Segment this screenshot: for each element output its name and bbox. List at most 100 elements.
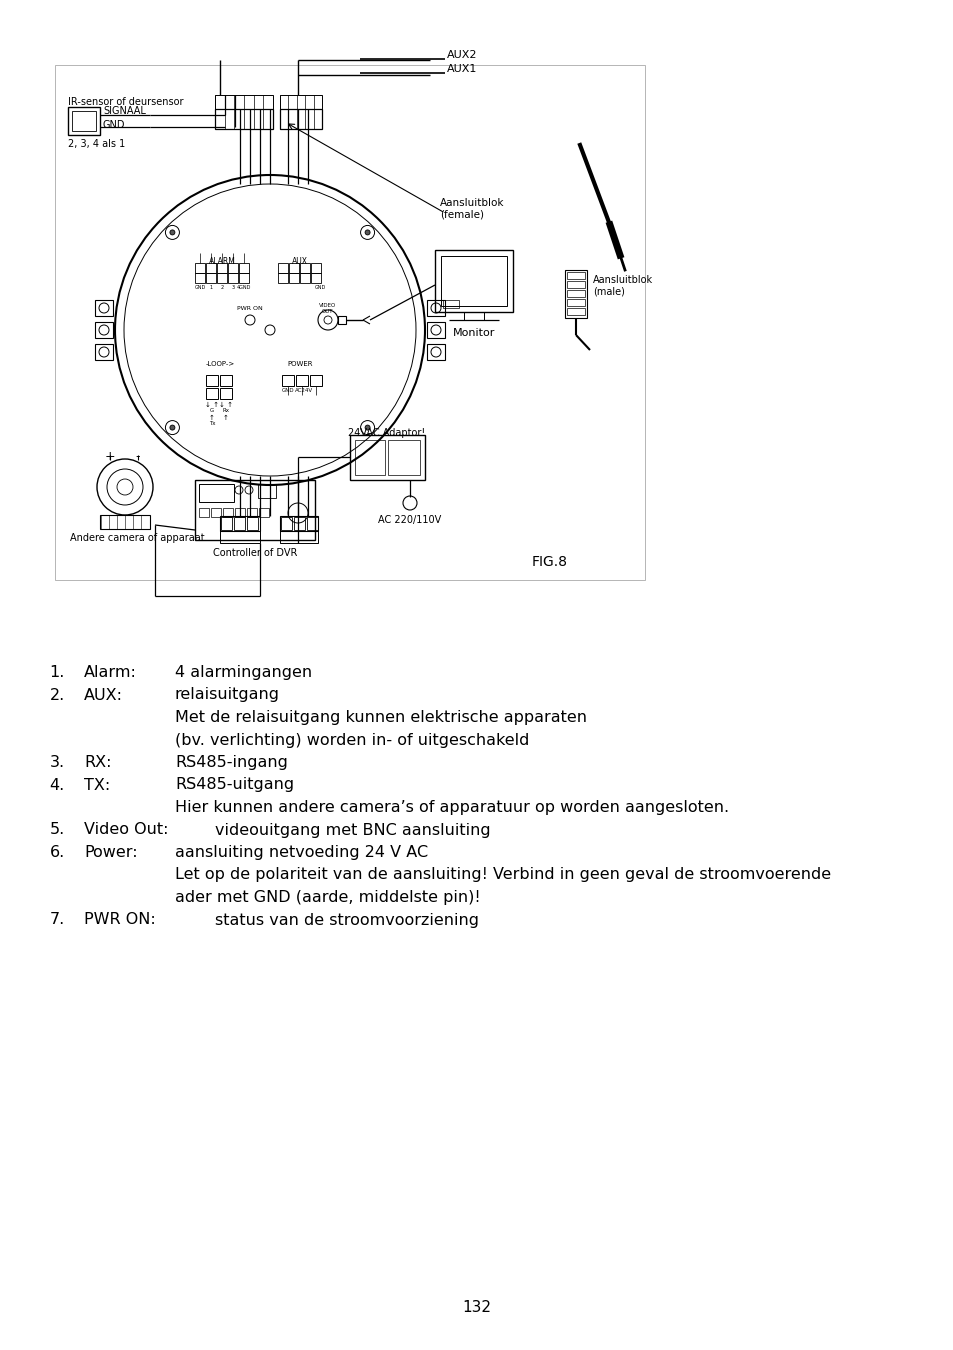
Text: Rx: Rx (222, 408, 230, 413)
Bar (294, 517, 305, 531)
Text: 7.: 7. (50, 913, 65, 927)
Bar (280, 95, 322, 109)
Text: RS485-ingang: RS485-ingang (174, 755, 288, 770)
Bar (223, 508, 233, 517)
Text: 24VAC Adaptor!: 24VAC Adaptor! (348, 428, 425, 437)
Bar (216, 263, 227, 273)
Bar (233, 517, 245, 531)
Bar (566, 308, 584, 315)
Bar (257, 485, 275, 498)
Bar (280, 516, 317, 531)
Text: IR-sensor of deursensor: IR-sensor of deursensor (68, 97, 183, 107)
Bar (194, 273, 205, 284)
Bar (216, 273, 227, 284)
Text: PWR ON:: PWR ON: (84, 913, 155, 927)
Text: ALARM: ALARM (209, 256, 235, 266)
Bar (427, 344, 444, 360)
Bar (55, 65, 644, 580)
Bar (199, 508, 209, 517)
Bar (206, 273, 215, 284)
Bar (566, 281, 584, 288)
Text: Monitor: Monitor (453, 328, 495, 338)
Bar (211, 508, 221, 517)
Bar (95, 300, 112, 316)
Bar (463, 312, 483, 320)
Text: 4GND: 4GND (236, 285, 251, 290)
Bar (280, 109, 322, 130)
Bar (388, 440, 419, 475)
Bar (310, 375, 322, 386)
Text: +: + (105, 450, 115, 463)
Bar (220, 531, 260, 543)
Text: POWER: POWER (287, 360, 313, 367)
Bar (68, 107, 100, 135)
Text: aansluiting netvoeding 24 V AC: aansluiting netvoeding 24 V AC (174, 845, 428, 860)
Text: PWR ON: PWR ON (237, 306, 263, 310)
Text: -: - (135, 450, 140, 463)
Text: AUX1: AUX1 (447, 63, 476, 74)
Text: FIG.8: FIG.8 (532, 555, 567, 568)
Text: videouitgang met BNC aansluiting: videouitgang met BNC aansluiting (214, 822, 490, 837)
Bar (311, 263, 320, 273)
Text: ↓ ↑: ↓ ↑ (219, 402, 233, 408)
Circle shape (170, 425, 174, 431)
Text: 1.: 1. (50, 666, 65, 680)
Bar (311, 273, 320, 284)
Bar (239, 263, 249, 273)
Text: VIDEO
OUT: VIDEO OUT (319, 302, 336, 313)
Bar (194, 263, 205, 273)
Text: 2, 3, 4 als 1: 2, 3, 4 als 1 (68, 139, 125, 148)
Bar (239, 273, 249, 284)
Bar (206, 263, 215, 273)
Text: Aansluitblok
(female): Aansluitblok (female) (439, 198, 504, 220)
Bar (71, 111, 96, 131)
Bar (199, 485, 233, 502)
Text: Power:: Power: (84, 845, 137, 860)
Text: Met de relaisuitgang kunnen elektrische apparaten: Met de relaisuitgang kunnen elektrische … (174, 710, 586, 725)
Bar (277, 263, 288, 273)
Text: Controller of DVR: Controller of DVR (213, 548, 297, 558)
Bar (442, 300, 458, 308)
Circle shape (170, 230, 174, 235)
Bar (206, 387, 218, 400)
Bar (355, 440, 385, 475)
Bar (220, 375, 232, 386)
Text: 6.: 6. (50, 845, 65, 860)
Text: Tx: Tx (209, 421, 215, 427)
Bar (337, 316, 346, 324)
Bar (295, 375, 308, 386)
Bar (234, 508, 245, 517)
Text: (bv. verlichting) worden in- of uitgeschakeld: (bv. verlichting) worden in- of uitgesch… (174, 733, 529, 748)
Bar (566, 290, 584, 297)
Text: 132: 132 (462, 1300, 491, 1315)
Bar (214, 95, 273, 109)
Bar (228, 273, 237, 284)
Text: AC 220/110V: AC 220/110V (378, 514, 441, 525)
Text: TX:: TX: (84, 778, 111, 792)
Bar (95, 323, 112, 338)
Bar (95, 344, 112, 360)
Text: AUX:: AUX: (84, 687, 123, 702)
Bar (307, 517, 317, 531)
Bar (228, 263, 237, 273)
Text: Let op de polariteit van de aansluiting! Verbind in geen geval de stroomvoerende: Let op de polariteit van de aansluiting!… (174, 868, 830, 883)
Text: 5.: 5. (50, 822, 65, 837)
Text: GND: GND (103, 120, 126, 130)
Text: 4.: 4. (50, 778, 65, 792)
Bar (427, 300, 444, 316)
Text: RX:: RX: (84, 755, 112, 770)
Bar (100, 514, 150, 529)
Text: RS485-uitgang: RS485-uitgang (174, 778, 294, 792)
Text: 1: 1 (210, 285, 213, 290)
Text: ↑: ↑ (223, 414, 229, 421)
Text: Hier kunnen andere camera’s of apparatuur op worden aangesloten.: Hier kunnen andere camera’s of apparatuu… (174, 801, 728, 815)
Text: ↓ ↑: ↓ ↑ (205, 402, 219, 408)
Text: 2.: 2. (50, 687, 65, 702)
Text: relaisuitgang: relaisuitgang (174, 687, 280, 702)
Text: ader met GND (aarde, middelste pin)!: ader met GND (aarde, middelste pin)! (174, 890, 480, 905)
Bar (220, 516, 260, 531)
Text: -LOOP->: -LOOP-> (205, 360, 234, 367)
Bar (440, 256, 506, 306)
Text: 3: 3 (232, 285, 234, 290)
Bar (247, 508, 256, 517)
